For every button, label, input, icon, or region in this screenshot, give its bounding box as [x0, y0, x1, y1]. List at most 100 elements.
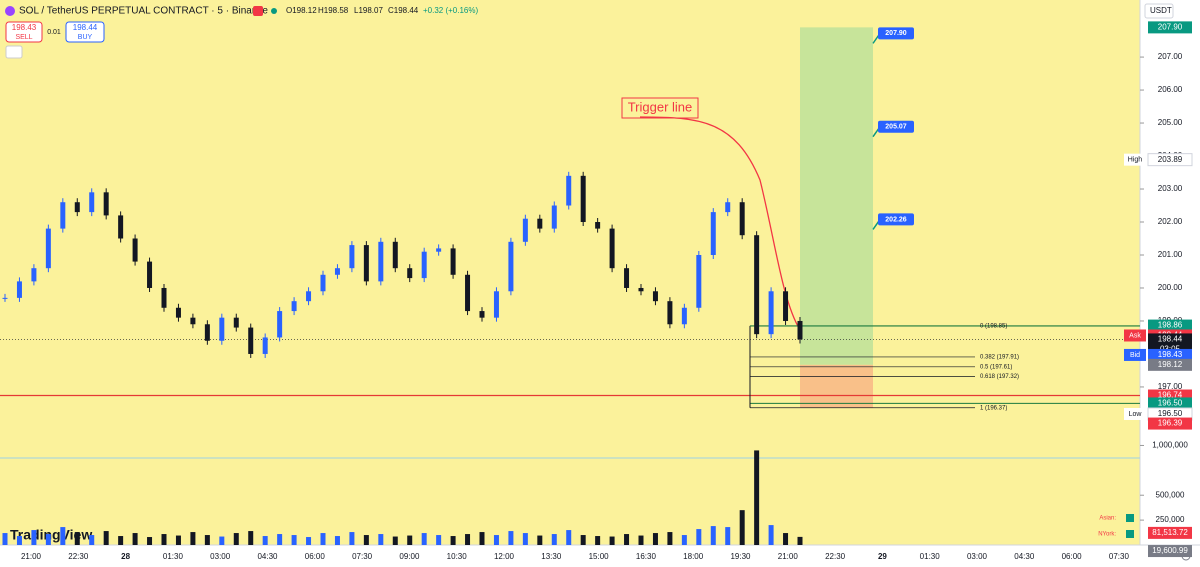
side-tag-label: Bid	[1130, 352, 1140, 359]
candle-body	[233, 317, 239, 328]
currency-button[interactable]	[1144, 3, 1174, 19]
candle-body	[349, 245, 355, 269]
sell-label[interactable]: SELL	[15, 34, 32, 41]
logo: TradingView	[10, 527, 92, 543]
session-checkbox[interactable]	[1126, 514, 1134, 522]
y-tick-label: 202.00	[1158, 217, 1183, 226]
spread: 0.01	[47, 29, 61, 36]
profit-zone	[800, 27, 873, 365]
y-tick-label: 250,000	[1156, 515, 1185, 524]
volume-bar	[768, 525, 774, 545]
volume-tag-label: 19,600.99	[1152, 546, 1188, 555]
price-tag	[1148, 417, 1192, 430]
y-tick-label: 203.00	[1158, 184, 1183, 193]
volume-bar	[132, 533, 138, 545]
candle-body	[667, 301, 673, 325]
x-tick-label: 10:30	[447, 552, 468, 561]
candle-body	[60, 202, 66, 229]
candle-body	[450, 248, 456, 275]
candle-body	[522, 218, 528, 242]
candle-body	[797, 320, 803, 340]
volume-bar	[233, 533, 239, 545]
session-checkbox[interactable]	[1126, 530, 1134, 538]
volume-tag	[1148, 526, 1192, 539]
price-tag	[1148, 21, 1192, 34]
y-tick-label: 205.00	[1158, 118, 1183, 127]
target-label: 205.07	[885, 124, 907, 131]
candle-body	[16, 281, 22, 298]
x-tick-label: 03:00	[967, 552, 988, 561]
sell-button[interactable]	[5, 21, 43, 43]
price-tag-label: 198.43	[1158, 350, 1183, 359]
side-tag	[1124, 329, 1146, 342]
price-tag-label: 196.50	[1158, 409, 1183, 418]
y-tick-label: 206.00	[1158, 85, 1183, 94]
price-tag-label: 196.50	[1158, 399, 1183, 408]
volume-bar	[190, 532, 196, 545]
candle-body	[392, 241, 398, 269]
price-tag	[1147, 153, 1193, 167]
side-tag	[1124, 153, 1146, 166]
y-tick-label: 500,000	[1156, 490, 1185, 499]
volume-bar	[436, 535, 442, 545]
ohlc-change: +0.32 (+0.16%)	[423, 6, 478, 15]
candle-body	[681, 307, 687, 325]
target-box	[878, 213, 914, 226]
ohlc-close: C198.44	[388, 6, 419, 15]
side-tag	[1124, 348, 1146, 361]
candle-body	[190, 317, 196, 325]
candle-body	[696, 254, 702, 308]
volume-bar	[725, 527, 731, 545]
volume-bar	[45, 534, 51, 545]
session-label: NYork:	[1098, 532, 1116, 538]
price-tag-label: 198.12	[1158, 360, 1183, 369]
price-axis-background	[1140, 0, 1200, 567]
candle-body	[580, 175, 586, 223]
volume-bar	[392, 536, 398, 545]
volume-bar	[522, 533, 528, 545]
candle-body	[132, 238, 138, 262]
candle-body	[407, 268, 413, 279]
volume-bar	[60, 527, 66, 545]
volume-bar	[465, 534, 471, 545]
volume-tag	[1148, 545, 1192, 558]
candle-body	[768, 291, 774, 335]
candle-body	[2, 297, 8, 299]
loss-zone	[800, 364, 873, 408]
volume-bar	[754, 450, 760, 545]
price-tag-label: 203.89	[1158, 155, 1183, 164]
x-tick-label: 03:00	[210, 552, 231, 561]
price-tag-label: 198.86	[1158, 321, 1183, 330]
buy-button[interactable]	[65, 21, 105, 43]
price-tag-label: 198.44	[1158, 335, 1183, 344]
currency[interactable]: USDT	[1150, 6, 1172, 15]
sell-price[interactable]: 198.43	[12, 23, 37, 32]
candle-body	[175, 307, 181, 318]
x-tick-label: 28	[121, 552, 130, 561]
time-axis-background	[0, 545, 1140, 567]
collapse-button[interactable]	[5, 45, 23, 59]
x-tick-label: 13:30	[541, 552, 562, 561]
candle-body	[161, 287, 167, 308]
buy-price[interactable]: 198.44	[73, 23, 98, 32]
volume-tag-label: 81,513.72	[1152, 528, 1188, 537]
volume-bar	[696, 529, 702, 545]
candle-body	[31, 268, 37, 282]
candle-body	[479, 311, 485, 318]
buy-label[interactable]: BUY	[78, 34, 93, 41]
symbol[interactable]: SOL / TetherUS PERPETUAL CONTRACT · 5 · …	[19, 6, 268, 17]
flag-icon[interactable]	[253, 6, 263, 16]
volume-bar	[624, 534, 630, 545]
x-tick-label: 04:30	[1014, 552, 1035, 561]
volume-bar	[537, 535, 543, 545]
volume-bar	[595, 536, 601, 545]
x-tick-label: 04:30	[257, 552, 278, 561]
fib-label: 0.618 (197.32)	[980, 374, 1019, 380]
y-tick-label: 200.00	[1158, 283, 1183, 292]
candle-body	[103, 192, 109, 216]
price-tag	[1148, 348, 1192, 361]
volume-bar	[291, 535, 297, 545]
candle-body	[725, 202, 731, 213]
fib-label: 1 (196.37)	[980, 405, 1007, 411]
candle-body	[754, 235, 760, 335]
